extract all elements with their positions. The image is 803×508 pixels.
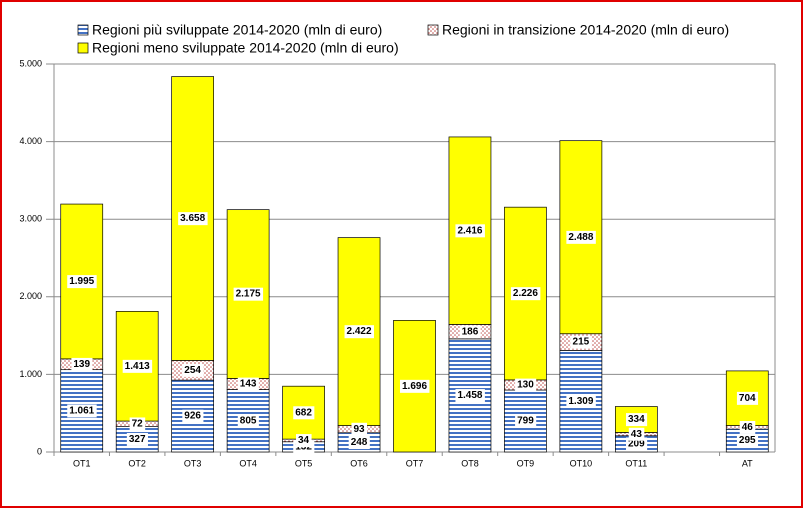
data-label: 72: [132, 418, 144, 429]
data-label-box: [126, 432, 148, 446]
data-label-box: [233, 287, 264, 301]
x-tick-label: OT5: [295, 458, 313, 468]
legend-label: Regioni meno sviluppate 2014-2020 (mln d…: [92, 40, 399, 56]
legend-swatch: [77, 24, 89, 36]
legend-label: Regioni più sviluppate 2014-2020 (mln di…: [92, 22, 382, 38]
data-label-box: [348, 436, 370, 450]
data-label-box: [626, 413, 648, 427]
data-label: 334: [628, 414, 645, 425]
data-label: 2.488: [568, 232, 593, 243]
data-label-box: [178, 212, 208, 226]
data-label: 295: [739, 435, 756, 446]
x-tick-label: OT2: [128, 458, 146, 468]
x-tick-label: OT1: [73, 458, 91, 468]
data-label: 143: [240, 379, 257, 390]
data-label-box: [122, 359, 153, 373]
data-label-box: [399, 379, 430, 393]
data-label: 43: [631, 429, 643, 440]
data-label: 215: [573, 337, 590, 348]
data-label-box: [293, 406, 315, 420]
data-label: 1.995: [69, 276, 94, 287]
bar-segment: [282, 385, 325, 440]
data-label: 327: [129, 434, 146, 445]
x-tick-label: OT4: [239, 458, 257, 468]
data-label: 93: [353, 424, 365, 435]
data-label-box: [182, 363, 204, 377]
data-label-box: [510, 287, 541, 301]
data-label-box: [566, 230, 596, 244]
y-tick-label: 0: [37, 446, 42, 456]
data-label-box: [344, 325, 374, 339]
data-label: 682: [295, 407, 312, 418]
data-label-box: [237, 414, 259, 428]
x-tick-label: AT: [742, 458, 753, 468]
data-label-box: [736, 391, 759, 405]
data-label: 3.658: [180, 213, 205, 224]
data-label: 1.061: [69, 405, 94, 416]
data-label: 2.226: [513, 288, 538, 299]
data-label: 926: [184, 411, 201, 422]
data-label: 34: [298, 435, 310, 446]
data-label: 130: [517, 380, 534, 391]
data-label-box: [628, 427, 645, 441]
data-label-box: [237, 377, 259, 391]
data-label-box: [67, 275, 97, 289]
data-label-box: [570, 335, 592, 349]
data-label: 799: [517, 416, 534, 427]
data-label: 1.696: [402, 381, 427, 392]
data-label-box: [739, 420, 756, 434]
data-label-box: [455, 389, 485, 403]
data-label: 186: [462, 326, 479, 337]
data-label-box: [182, 409, 204, 423]
data-label-box: [736, 434, 759, 448]
data-label-box: [566, 394, 596, 408]
data-label: 209: [628, 439, 645, 450]
data-label: 2.416: [457, 225, 482, 236]
data-label: 248: [351, 437, 368, 448]
legend-label: Regioni in transizione 2014-2020 (mln di…: [442, 22, 729, 38]
x-tick-label: OT11: [625, 458, 647, 468]
data-label: 805: [240, 415, 257, 426]
data-label-box: [67, 404, 97, 418]
data-label-box: [626, 437, 648, 451]
data-label-box: [515, 414, 537, 428]
data-label-box: [455, 224, 485, 238]
data-label: 1.413: [125, 361, 150, 372]
x-tick-label: OT10: [570, 458, 593, 468]
x-tick-label: OT8: [461, 458, 479, 468]
x-tick-label: OT6: [350, 458, 368, 468]
legend-swatch: [427, 24, 439, 36]
y-tick-label: 1.000: [19, 369, 42, 379]
y-tick-label: 5.000: [19, 58, 42, 68]
data-label: 2.422: [347, 326, 372, 337]
data-label: 1.309: [568, 396, 593, 407]
data-label: 704: [739, 393, 756, 404]
data-label-box: [71, 357, 93, 371]
data-label-box: [351, 422, 368, 436]
data-label: 2.175: [236, 289, 261, 300]
data-label-box: [129, 417, 146, 431]
y-tick-label: 2.000: [19, 291, 42, 301]
data-label: 254: [184, 365, 201, 376]
data-label-box: [459, 325, 481, 339]
data-label-box: [515, 378, 537, 392]
y-tick-label: 4.000: [19, 136, 42, 146]
x-tick-label: OT3: [184, 458, 202, 468]
data-label: 1.458: [457, 390, 482, 401]
x-tick-label: OT7: [406, 458, 424, 468]
data-label: 139: [73, 359, 90, 370]
x-tick-label: OT9: [517, 458, 535, 468]
legend-swatch: [77, 42, 89, 54]
data-label-box: [296, 434, 312, 448]
data-label: 46: [742, 422, 754, 433]
y-tick-label: 3.000: [19, 214, 42, 224]
